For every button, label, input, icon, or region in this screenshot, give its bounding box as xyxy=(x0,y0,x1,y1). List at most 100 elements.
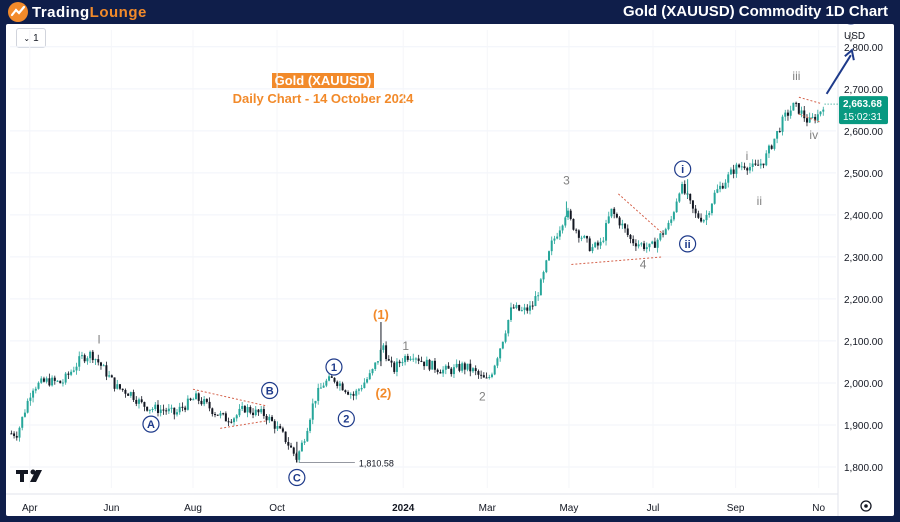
candle-body xyxy=(116,384,119,389)
candle-body xyxy=(241,406,244,409)
candle-body xyxy=(781,116,784,132)
wave-label: i xyxy=(681,164,684,176)
candle-body xyxy=(700,217,703,222)
candle-body xyxy=(306,430,309,442)
candle-body xyxy=(268,416,271,421)
candle-body xyxy=(615,213,618,218)
candle-body xyxy=(398,361,401,364)
wave-label: v xyxy=(848,31,854,45)
price-tick-label: 1,900.00 xyxy=(844,421,883,432)
candle-body xyxy=(697,213,700,218)
candle-body xyxy=(436,369,439,373)
candle-body xyxy=(675,201,678,213)
last-price-label: 2,663.68 xyxy=(843,99,882,110)
candles-layer xyxy=(10,101,825,463)
wave-label-circle xyxy=(674,160,692,178)
candle-body xyxy=(29,397,32,401)
candle-body xyxy=(129,392,132,396)
brand-name: TradingLounge xyxy=(32,4,147,21)
time-tick-label: Mar xyxy=(479,503,497,514)
candle-body xyxy=(195,393,198,400)
candle-body xyxy=(159,409,162,413)
candle-body xyxy=(577,230,580,238)
gear-ring xyxy=(860,500,872,512)
candle-body xyxy=(336,381,339,386)
triangle-lower-line xyxy=(571,256,663,265)
candle-body xyxy=(499,348,502,359)
candle-body xyxy=(664,229,667,235)
candle-body xyxy=(257,409,260,413)
candle-body xyxy=(271,416,274,422)
candle-body xyxy=(621,223,624,226)
candle-body xyxy=(504,333,507,342)
candle-body xyxy=(23,412,26,417)
price-tick-label: 2,000.00 xyxy=(844,379,883,390)
time-tick-label: Jun xyxy=(103,503,119,514)
candle-body xyxy=(493,365,496,375)
candle-body xyxy=(151,409,154,411)
candle-body xyxy=(594,242,597,248)
candle-body xyxy=(596,242,599,246)
candle-body xyxy=(439,372,442,374)
candle-body xyxy=(303,441,306,443)
candle-body xyxy=(393,362,396,372)
candle-body xyxy=(762,163,765,166)
candle-body xyxy=(613,208,616,214)
wave-label: 3 xyxy=(563,173,570,187)
candle-body xyxy=(599,241,602,246)
candle-body xyxy=(162,409,165,411)
candle-body xyxy=(137,399,140,404)
interval-selector[interactable]: ⌄ 1 xyxy=(16,28,46,48)
candle-body xyxy=(507,319,510,334)
candle-body xyxy=(632,238,635,244)
candle-body xyxy=(423,361,426,367)
candle-body xyxy=(127,393,130,396)
candle-body xyxy=(735,164,738,174)
candle-body xyxy=(363,382,366,388)
candle-body xyxy=(385,345,388,360)
candle-body xyxy=(249,407,252,413)
wave-label: 4 xyxy=(640,257,647,271)
chart-extras: 1,810.58 2,663.68 15:02:31 xyxy=(16,48,888,512)
brand-name-part2: Lounge xyxy=(89,3,147,21)
candle-body xyxy=(300,442,303,452)
candle-body xyxy=(542,272,545,280)
candle-body xyxy=(309,419,312,431)
candle-body xyxy=(474,368,477,372)
chart-panel[interactable]: ⌄ 1 Gold (XAUUSD) Daily Chart - 14 Octob… xyxy=(6,24,894,516)
candle-body xyxy=(477,371,480,375)
brand-logo[interactable]: TradingLounge xyxy=(8,2,147,22)
pattern-overlays xyxy=(192,96,822,429)
candle-body xyxy=(78,356,81,367)
candle-body xyxy=(708,213,711,215)
candle-body xyxy=(681,183,684,194)
candle-body xyxy=(53,377,56,381)
candle-body xyxy=(556,236,559,239)
candle-body xyxy=(803,110,806,119)
candle-body xyxy=(409,358,412,360)
candle-body xyxy=(417,358,420,361)
candle-body xyxy=(683,183,686,194)
candle-body xyxy=(357,389,360,391)
tv-logo-part xyxy=(30,470,42,482)
tradingview-logo-icon xyxy=(16,469,42,482)
candle-body xyxy=(724,182,727,189)
time-tick-label: 2024 xyxy=(392,503,415,514)
wave-label: ii xyxy=(685,239,691,251)
candle-body xyxy=(311,403,314,420)
triangle-upper-line xyxy=(618,193,664,235)
candle-body xyxy=(48,378,51,386)
candle-body xyxy=(219,413,222,416)
candle-body xyxy=(40,378,43,383)
wave-label-circle xyxy=(288,468,306,487)
candle-body xyxy=(276,426,279,429)
candle-body xyxy=(317,387,320,401)
candle-body xyxy=(404,356,407,363)
candle-body xyxy=(382,345,385,350)
price-tick-label: 2,700.00 xyxy=(844,85,883,96)
candle-body xyxy=(648,243,651,248)
candle-body xyxy=(91,351,94,361)
candle-body xyxy=(181,406,184,408)
